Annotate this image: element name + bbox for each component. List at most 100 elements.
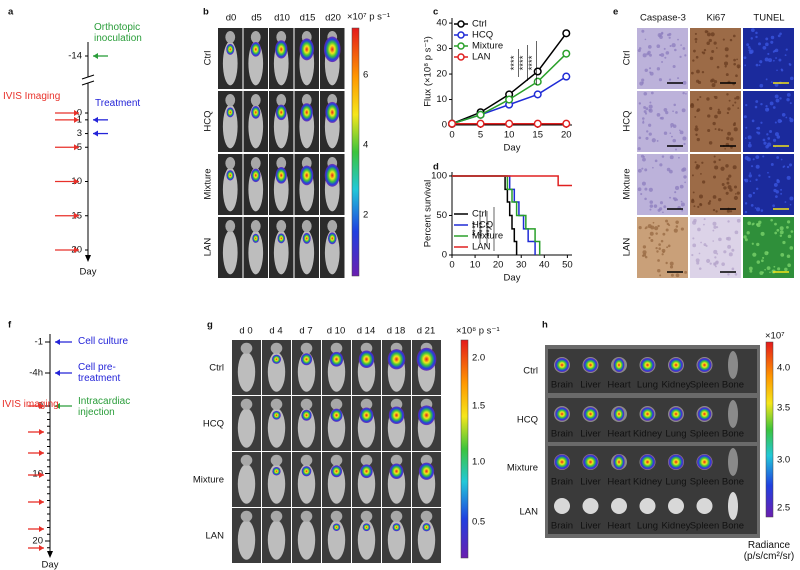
texture <box>680 227 684 231</box>
texture <box>773 265 776 268</box>
arrow-head <box>39 499 44 505</box>
texture <box>774 222 777 226</box>
texture <box>718 237 722 242</box>
signal <box>226 43 235 55</box>
texture <box>668 36 671 39</box>
texture <box>779 230 784 235</box>
texture <box>652 221 655 224</box>
texture <box>737 66 740 69</box>
texture <box>695 55 699 59</box>
signal <box>300 103 313 122</box>
organ-label: Kidney <box>661 380 690 391</box>
texture <box>674 199 677 202</box>
texture <box>693 205 696 208</box>
texture <box>780 68 783 71</box>
texture <box>733 127 738 132</box>
texture <box>728 252 733 257</box>
texture <box>745 126 748 129</box>
texture <box>777 267 781 271</box>
texture <box>728 99 731 102</box>
signal <box>418 462 435 480</box>
signal <box>422 523 431 532</box>
texture <box>752 158 755 161</box>
signal <box>389 463 404 480</box>
texture <box>662 251 665 254</box>
event-label: IVIS Imaging <box>3 91 61 102</box>
colorbar-tick: 4 <box>363 140 368 151</box>
texture <box>786 220 791 224</box>
micrograph <box>743 91 794 152</box>
texture <box>726 93 729 96</box>
texture <box>659 53 662 57</box>
texture <box>696 108 701 112</box>
texture <box>767 142 772 147</box>
texture <box>721 262 725 266</box>
texture <box>670 126 673 128</box>
texture <box>700 172 702 175</box>
texture <box>758 220 762 225</box>
texture <box>699 203 703 207</box>
texture <box>724 65 727 68</box>
signal <box>640 454 655 470</box>
signal <box>362 523 371 532</box>
texture <box>757 126 761 130</box>
texture <box>663 131 668 135</box>
row-label: LAN <box>622 238 633 257</box>
texture <box>767 52 770 55</box>
texture <box>663 205 667 209</box>
organ <box>696 498 713 514</box>
texture <box>657 208 661 212</box>
texture <box>705 244 708 248</box>
texture <box>660 53 665 57</box>
signal <box>332 523 341 531</box>
texture <box>727 273 730 276</box>
texture <box>729 210 733 213</box>
texture <box>787 234 792 239</box>
texture <box>649 101 652 104</box>
column-label: Ki67 <box>706 13 725 24</box>
texture <box>735 95 740 100</box>
texture <box>692 243 697 248</box>
texture <box>751 242 754 245</box>
texture <box>644 197 647 201</box>
texture <box>769 101 774 106</box>
arrow-head <box>74 116 79 123</box>
texture <box>655 232 658 235</box>
texture <box>772 106 776 109</box>
texture <box>696 69 700 74</box>
texture <box>755 187 759 191</box>
mouse-body <box>248 230 264 275</box>
texture <box>752 222 755 225</box>
texture <box>723 186 727 190</box>
data-point <box>533 67 542 76</box>
signal <box>275 40 288 59</box>
signal <box>583 358 598 372</box>
texture <box>786 225 789 229</box>
organ <box>728 351 738 379</box>
texture <box>780 253 785 257</box>
texture <box>729 38 733 42</box>
signal <box>640 407 655 421</box>
signal <box>392 523 401 532</box>
signal <box>669 407 683 421</box>
texture <box>737 107 740 109</box>
texture <box>644 255 648 259</box>
texture <box>759 60 763 64</box>
mouse-body <box>222 230 238 275</box>
texture <box>766 133 769 136</box>
texture <box>637 48 641 53</box>
arrow-head <box>39 429 44 435</box>
row-label: LAN <box>520 507 539 518</box>
texture <box>747 143 752 148</box>
texture <box>760 231 765 236</box>
texture <box>642 120 645 123</box>
texture <box>729 137 734 141</box>
y-tick-label: 0 <box>442 120 447 131</box>
mouse-head <box>225 220 236 233</box>
texture <box>733 62 736 66</box>
texture <box>714 128 717 131</box>
texture <box>708 200 712 203</box>
texture <box>736 58 738 61</box>
texture <box>642 250 647 255</box>
